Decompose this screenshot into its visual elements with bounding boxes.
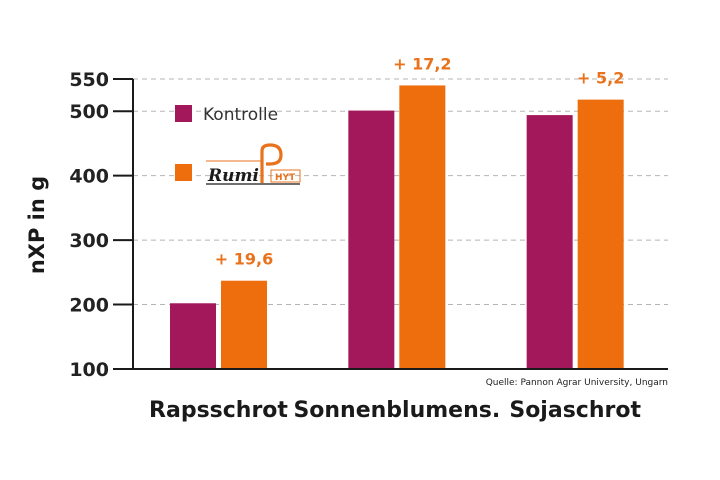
bar-kontrolle-0 — [170, 303, 216, 369]
logo-box — [270, 169, 301, 183]
axes — [113, 78, 668, 370]
legend-swatch-kontrolle — [175, 105, 192, 122]
bar-kontrolle-1 — [348, 110, 395, 370]
bar-annotation: + 19,6 — [215, 250, 273, 269]
bar-annotation: + 5,2 — [577, 69, 624, 88]
category-label: Sonnenblumens. — [293, 398, 500, 423]
logo-word: Rumi — [207, 166, 259, 186]
bar-annotations: + 19,6 + 17,2 + 5,2 — [215, 54, 625, 268]
y-tick-label: 100 — [69, 359, 109, 381]
y-tick-label: 400 — [69, 166, 109, 188]
y-axis-label: nXP in g — [25, 176, 49, 274]
y-tick-label: 300 — [69, 230, 109, 252]
legend-label-kontrolle: Kontrolle — [203, 105, 278, 125]
logo-p-icon — [260, 143, 283, 183]
category-labels: Rapsschrot Sonnenblumens. Sojaschrot — [149, 398, 641, 423]
legend-swatch-rumiphyt — [175, 164, 192, 181]
category-label: Sojaschrot — [509, 398, 641, 423]
bar-kontrolle-2 — [526, 115, 573, 369]
bar-rumiphyt-1 — [399, 85, 446, 369]
source-note: Quelle: Pannon Agrar University, Ungarn — [486, 378, 668, 388]
logo-suffix: HYT — [275, 173, 296, 183]
legend: Kontrolle Rumi HYT — [175, 105, 301, 186]
y-tick-label: 500 — [69, 101, 109, 123]
bar-rumiphyt-2 — [577, 99, 624, 369]
rumiphyt-logo: Rumi HYT — [206, 143, 301, 186]
bar-annotation: + 17,2 — [393, 54, 451, 73]
y-tick-label: 550 — [69, 69, 109, 91]
bar-rumiphyt-0 — [221, 280, 267, 369]
category-label: Rapsschrot — [149, 398, 288, 423]
y-tick-label: 200 — [69, 295, 109, 317]
bars — [170, 85, 624, 370]
y-tick-labels: 100 200 300 400 500 550 — [69, 69, 109, 381]
